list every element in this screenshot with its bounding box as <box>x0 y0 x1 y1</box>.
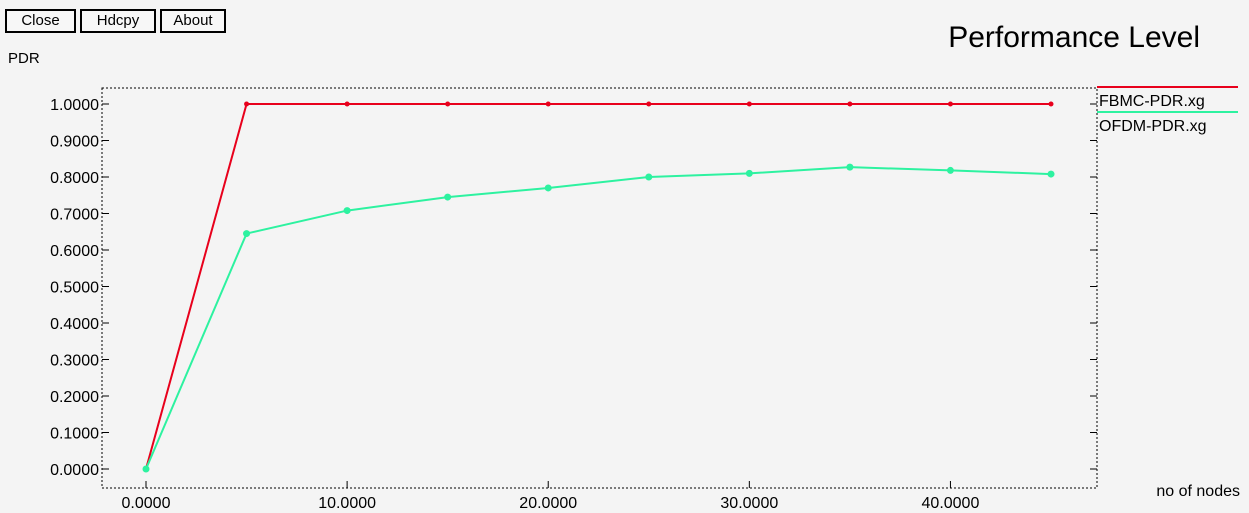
data-point <box>947 101 953 107</box>
about-button[interactable]: About <box>160 9 226 33</box>
y-tick-label: 0.6000 <box>50 243 99 260</box>
x-tick-label: 40.0000 <box>922 495 980 512</box>
series-layer <box>142 101 1055 473</box>
data-point <box>343 207 351 215</box>
chart-title: Performance Level <box>948 21 1200 54</box>
y-tick-label: 1.0000 <box>50 97 99 114</box>
y-tick-label: 0.4000 <box>50 316 99 333</box>
y-tick-label: 0.7000 <box>50 207 99 224</box>
data-point <box>445 101 451 107</box>
series-line <box>145 103 1051 470</box>
data-point <box>846 163 854 171</box>
x-tick-label: 10.0000 <box>318 495 376 512</box>
data-point <box>646 101 652 107</box>
x-axis-label: no of nodes <box>1156 483 1240 500</box>
data-point <box>142 465 150 473</box>
y-tick-label: 0.0000 <box>50 462 99 479</box>
close-button[interactable]: Close <box>5 9 76 33</box>
data-point <box>1048 101 1054 107</box>
y-tick-label: 0.3000 <box>50 353 99 370</box>
data-point <box>544 184 552 192</box>
legend-entry: FBMC-PDR.xg <box>1099 93 1205 110</box>
hdcpy-button[interactable]: Hdcpy <box>80 9 156 33</box>
y-tick-label: 0.8000 <box>50 170 99 187</box>
x-tick-label: 30.0000 <box>720 495 778 512</box>
y-tick-label: 0.9000 <box>50 134 99 151</box>
data-point <box>946 166 954 174</box>
data-point <box>847 101 853 107</box>
data-point <box>244 101 250 107</box>
data-point <box>545 101 551 107</box>
y-tick-label: 0.2000 <box>50 389 99 406</box>
axis-ticks: 0.0000 0.1000 0.2000 0.3000 0.4000 0.5000 0.60… <box>50 97 1097 512</box>
x-tick-label: 20.0000 <box>519 495 577 512</box>
data-point <box>243 230 251 238</box>
y-tick-label: 0.1000 <box>50 426 99 443</box>
data-point <box>1047 170 1055 178</box>
data-point <box>746 101 752 107</box>
y-tick-label: 0.5000 <box>50 280 99 297</box>
data-point <box>344 101 350 107</box>
legend-entry: OFDM-PDR.xg <box>1099 118 1207 135</box>
data-point <box>444 193 452 201</box>
x-tick-label: 0.0000 <box>122 495 171 512</box>
y-axis-label: PDR <box>8 50 40 67</box>
data-point <box>745 169 753 177</box>
series-line <box>145 166 1052 470</box>
legend: FBMC-PDR.xg OFDM-PDR.xg <box>1097 86 1238 135</box>
data-point <box>645 173 653 181</box>
plot-frame <box>101 87 1098 489</box>
